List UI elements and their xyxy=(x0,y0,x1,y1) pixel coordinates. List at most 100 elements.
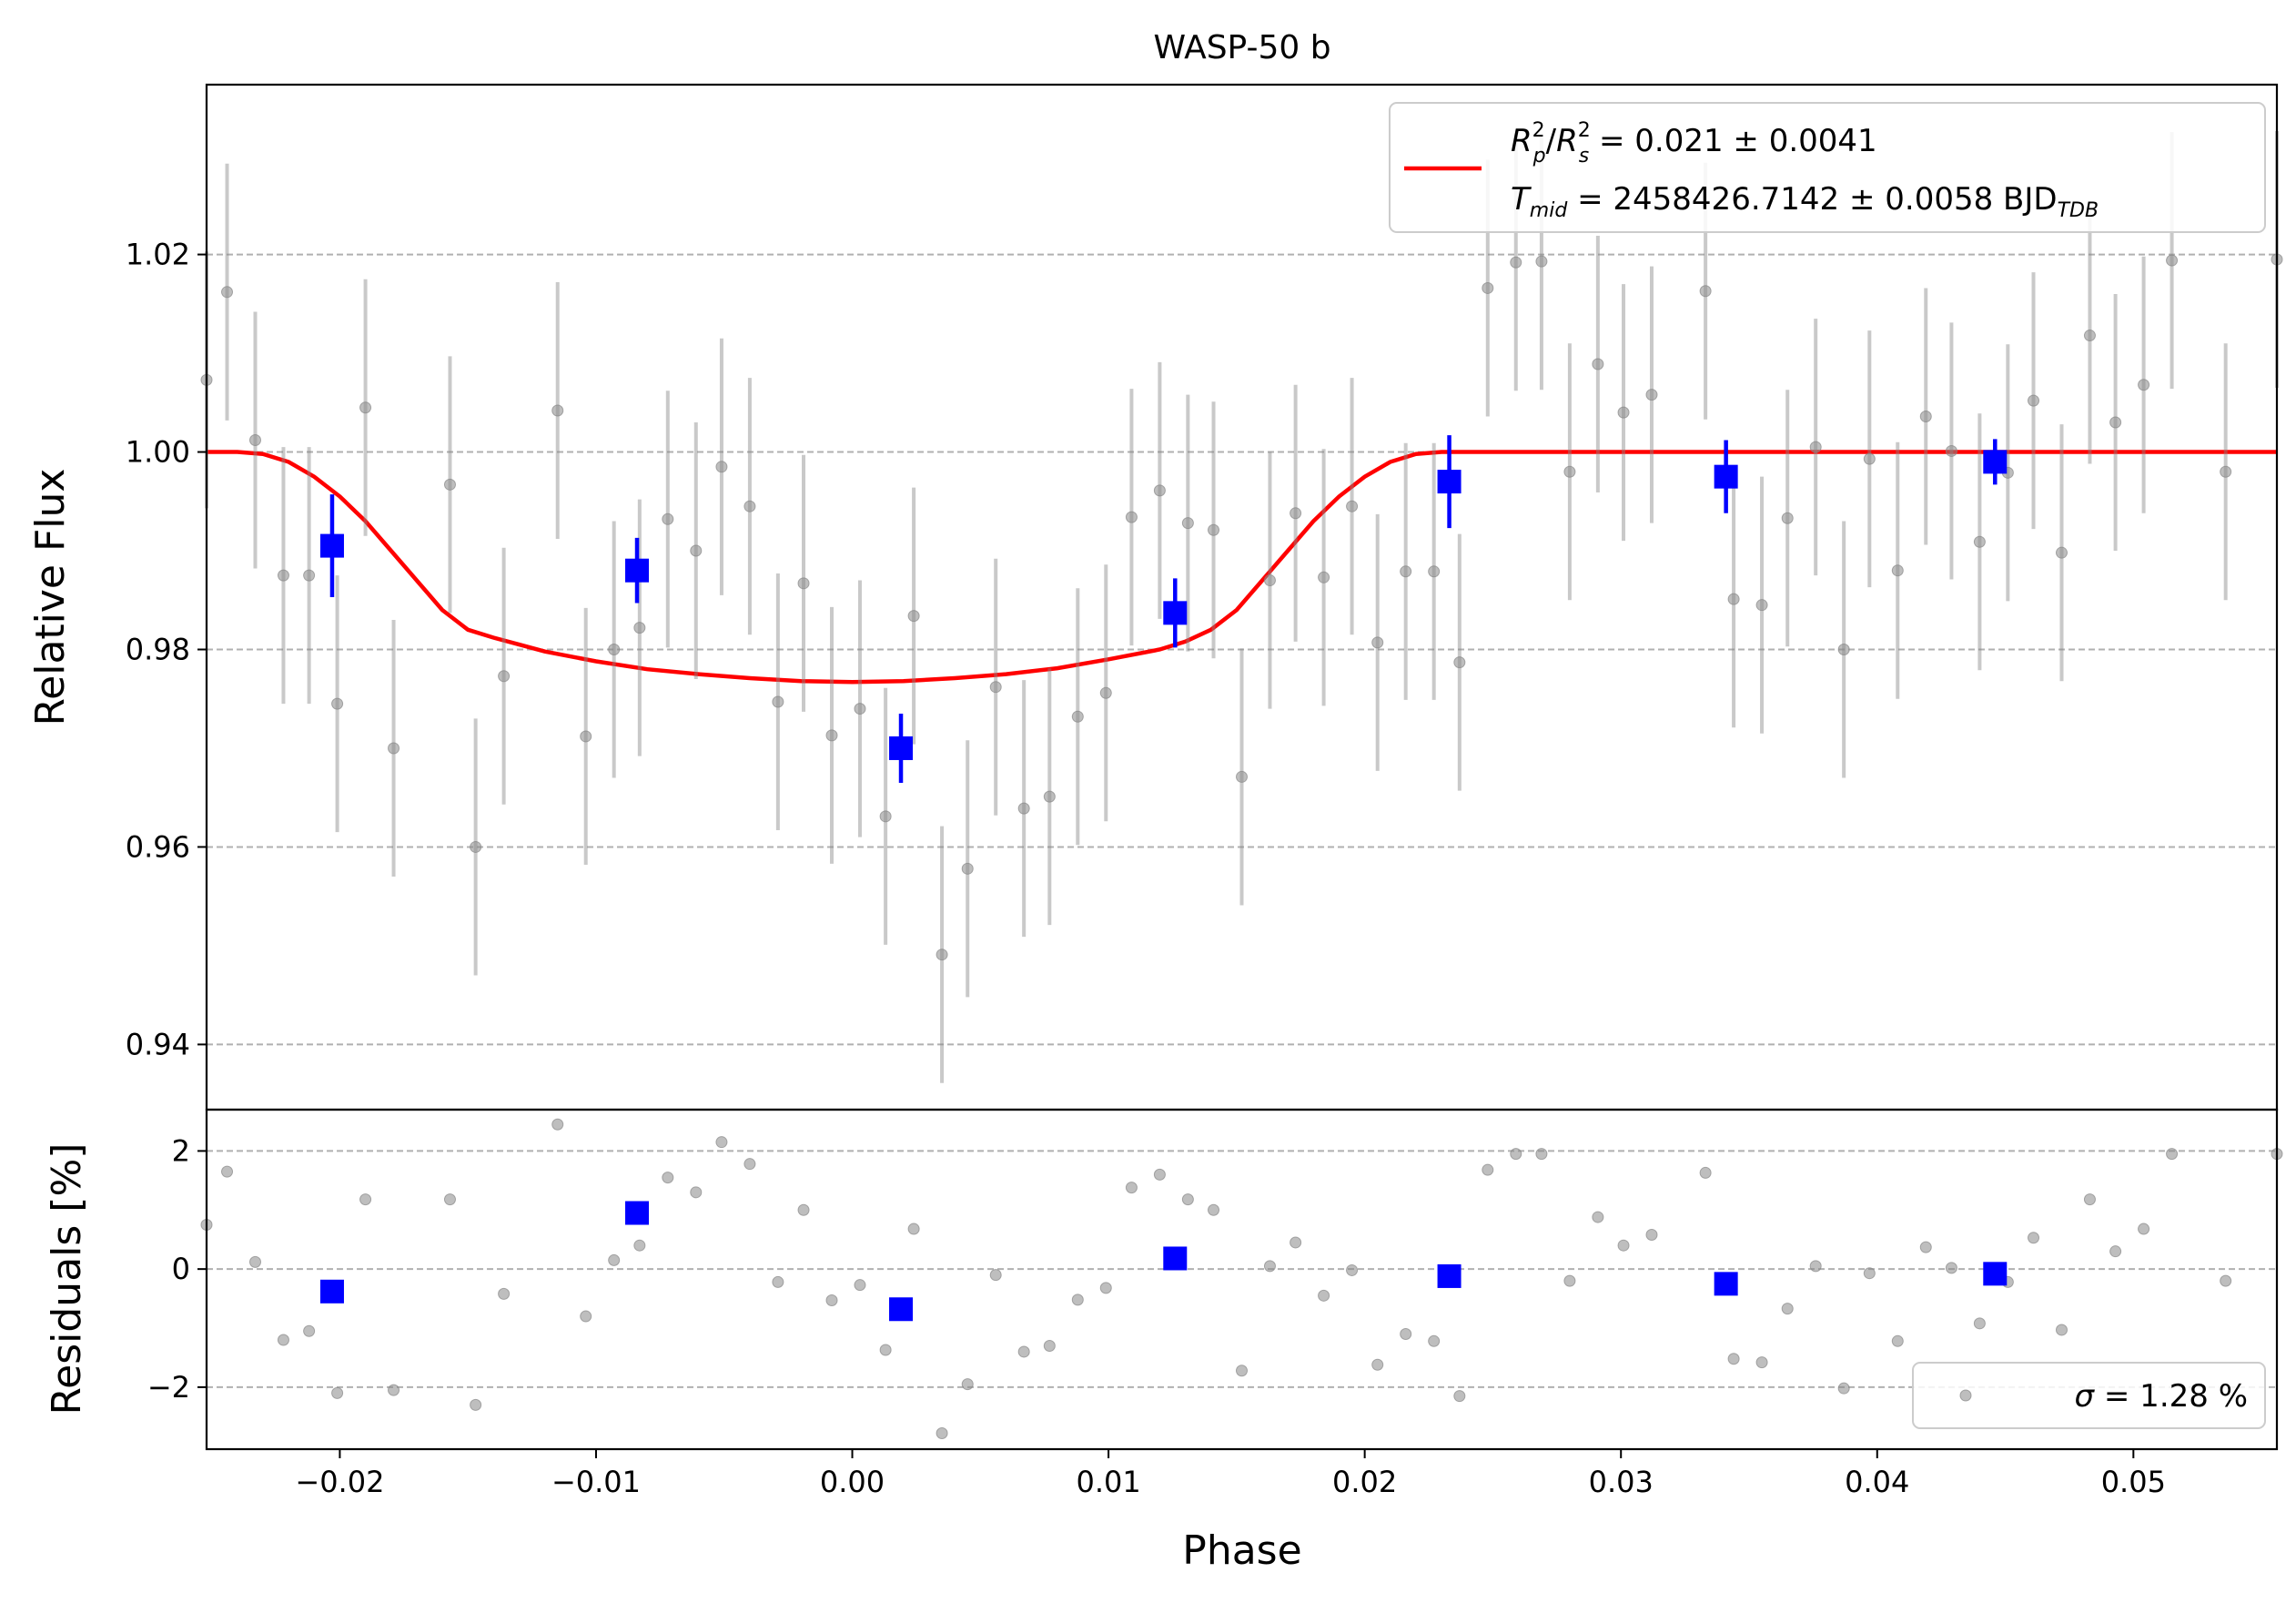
residuals-raw-point xyxy=(1510,1148,1522,1161)
residuals-raw-point xyxy=(1482,1163,1494,1176)
residuals-raw-point xyxy=(961,1378,974,1391)
flux-raw-point xyxy=(551,404,564,417)
residuals-raw-points xyxy=(200,1118,2283,1439)
flux-raw-point xyxy=(2055,546,2068,559)
phase-x-tick-label: 0.02 xyxy=(1332,1465,1397,1499)
flux-binned-point xyxy=(1714,464,1738,489)
residuals-raw-point xyxy=(498,1287,511,1300)
flux-y-axis-label: Relative Flux xyxy=(27,469,74,726)
residuals-raw-point xyxy=(1125,1182,1138,1194)
residuals-raw-point xyxy=(1891,1334,1904,1347)
flux-raw-point xyxy=(1043,790,1056,803)
flux-raw-point xyxy=(1346,500,1359,512)
residuals-raw-point xyxy=(580,1310,592,1323)
residuals-raw-point xyxy=(1919,1241,1932,1253)
residuals-raw-point xyxy=(715,1136,728,1149)
flux-raw-point xyxy=(388,742,400,755)
flux-binned-point xyxy=(1983,450,2008,474)
residuals-raw-point xyxy=(248,1255,261,1268)
residuals-raw-point xyxy=(1181,1193,1194,1206)
flux-raw-point xyxy=(1863,452,1876,465)
residuals-raw-point xyxy=(1290,1236,1302,1249)
flux-raw-point xyxy=(498,670,511,683)
flux-raw-point xyxy=(1837,643,1850,655)
phase-x-tick-label: −0.02 xyxy=(295,1465,384,1499)
residuals-raw-point xyxy=(1017,1345,1030,1358)
flux-raw-point xyxy=(1453,656,1466,669)
flux-raw-point xyxy=(221,286,234,299)
flux-raw-point xyxy=(989,681,1002,694)
phase-x-tick-label: 0.03 xyxy=(1589,1465,1654,1499)
residuals-raw-point xyxy=(879,1344,892,1356)
residuals-raw-point xyxy=(825,1294,838,1307)
flux-raw-point xyxy=(662,512,674,525)
flux-raw-point xyxy=(277,569,289,582)
residuals-raw-point xyxy=(907,1223,920,1235)
flux-raw-point xyxy=(1236,770,1248,783)
flux-raw-point xyxy=(303,569,316,582)
residuals-raw-point xyxy=(551,1118,564,1131)
phase-x-tick-label: 0.00 xyxy=(820,1465,885,1499)
flux-raw-point xyxy=(1617,406,1630,419)
phase-x-tick-label: 0.01 xyxy=(1076,1465,1140,1499)
sigma-legend-text: σ = 1.28 % xyxy=(2075,1378,2248,1415)
phase-x-tick-label: 0.04 xyxy=(1845,1465,1909,1499)
flux-raw-point xyxy=(1071,710,1084,723)
residuals-raw-point xyxy=(608,1253,621,1266)
residuals-raw-point xyxy=(690,1186,703,1199)
flux-raw-point xyxy=(1919,410,1932,422)
flux-raw-point xyxy=(1535,255,1548,268)
flux-raw-point xyxy=(936,949,948,961)
flux-raw-point xyxy=(443,478,456,491)
flux-raw-point xyxy=(1400,565,1412,578)
residuals-raw-point xyxy=(772,1275,784,1288)
residuals-y-tick-label: 2 xyxy=(172,1133,190,1168)
residuals-raw-point xyxy=(1428,1334,1441,1347)
residuals-raw-point xyxy=(1563,1274,1576,1287)
residuals-raw-point xyxy=(1755,1356,1768,1369)
residuals-binned-point xyxy=(1437,1263,1462,1288)
flux-raw-point xyxy=(1208,523,1220,536)
flux-raw-point xyxy=(1263,574,1276,587)
flux-raw-point xyxy=(1290,507,1302,520)
phase-x-axis-label: Phase xyxy=(1182,1527,1301,1574)
flux-raw-point xyxy=(1973,535,1986,548)
residuals-y-ticks: −2 0 2 xyxy=(147,1133,207,1405)
residuals-raw-point xyxy=(1535,1148,1548,1161)
residuals-raw-point xyxy=(2028,1232,2040,1244)
residuals-raw-point xyxy=(1617,1239,1630,1252)
residuals-binned-points xyxy=(319,1201,2008,1322)
fit-legend-tmid: Tmid = 2458426.7142 ± 0.0058 BJDTDB xyxy=(1511,181,2099,222)
flux-y-tick-label: 0.94 xyxy=(126,1027,190,1061)
flux-raw-point xyxy=(2138,379,2150,391)
flux-raw-point xyxy=(961,862,974,875)
residuals-raw-point xyxy=(1645,1229,1658,1242)
residuals-raw-point xyxy=(633,1239,646,1252)
residuals-y-axis-label: Residuals [%] xyxy=(44,1143,90,1415)
flux-raw-point xyxy=(1181,517,1194,530)
sigma-legend-box xyxy=(1912,1362,2266,1429)
residuals-raw-point xyxy=(331,1386,344,1399)
residuals-raw-point xyxy=(277,1334,289,1346)
residuals-raw-point xyxy=(1208,1203,1220,1216)
flux-y-tick-label: 1.00 xyxy=(126,435,190,470)
phase-x-ticks: −0.02 −0.01 0.00 0.01 0.02 0.03 0.04 0.05 xyxy=(295,1449,2166,1499)
phase-x-tick-label: −0.01 xyxy=(551,1465,641,1499)
residuals-raw-point xyxy=(1043,1339,1056,1352)
residuals-raw-point xyxy=(470,1398,482,1411)
residuals-binned-point xyxy=(1983,1262,2008,1286)
residuals-binned-point xyxy=(1714,1272,1738,1296)
flux-raw-point xyxy=(854,703,866,715)
residuals-raw-point xyxy=(1099,1282,1112,1294)
flux-raw-point xyxy=(1699,285,1712,298)
fit-legend-box xyxy=(1389,102,2266,233)
residuals-raw-point xyxy=(1318,1289,1330,1302)
residuals-raw-point xyxy=(1973,1317,1986,1330)
flux-raw-point xyxy=(1592,358,1604,370)
residuals-gridlines xyxy=(207,1150,2277,1388)
residuals-raw-point xyxy=(662,1172,674,1184)
residuals-raw-point xyxy=(443,1193,456,1206)
flux-raw-point xyxy=(248,434,261,447)
flux-raw-point xyxy=(1781,512,1794,524)
residuals-raw-point xyxy=(2055,1324,2068,1336)
